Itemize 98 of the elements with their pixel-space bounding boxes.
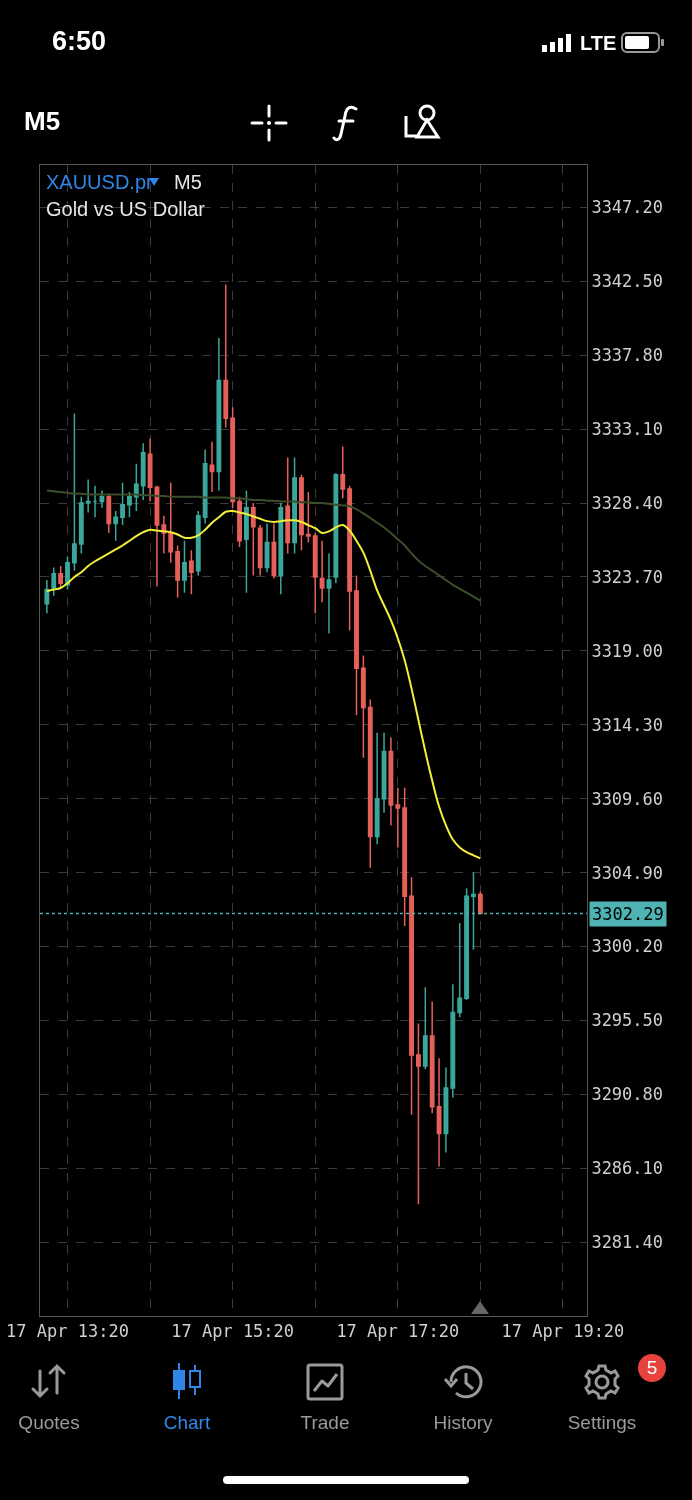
text: LTE [580,32,617,55]
candlestick [271,522,277,580]
y-tick-label: 3328.40 [591,493,664,514]
text: 6:50 [52,26,107,57]
candlestick [422,986,428,1070]
candlestick [257,524,263,577]
y-tick-label: 3337.80 [591,345,664,366]
x-tick-label: 17 Apr 17:20 [336,1321,460,1342]
candlestick [305,491,311,544]
text: M5 [24,106,61,137]
candlestick [113,510,119,542]
candlestick [243,489,249,594]
candlestick [106,492,112,534]
candlestick [429,1000,435,1114]
candlestick [195,510,201,577]
text: Trade [300,1412,350,1434]
y-tick-label: 3319.00 [591,640,664,661]
candlestick [202,448,208,525]
candlestick [223,283,229,429]
candlestick [415,1022,421,1206]
candlestick [92,485,98,518]
candlestick [127,491,132,518]
candlestick [120,481,125,526]
candlestick [216,337,222,492]
candlestick [154,485,160,588]
candlestick [347,485,353,632]
y-tick-label: 3309.60 [591,788,664,809]
candlestick [360,654,366,759]
y-tick-label: 3286.10 [591,1158,664,1179]
ref-line-label: 3302.29 [592,904,664,924]
candlestick [182,540,187,594]
candlestick [374,731,380,846]
candlestick [78,496,84,555]
x-tick-label: 17 Apr 15:20 [171,1321,295,1342]
candlestick [71,412,77,572]
candlestick [333,472,339,585]
candlestick [388,736,394,827]
candlestick [175,544,181,599]
text: Gold vs US Dollar [46,198,206,220]
candlestick [381,731,387,814]
y-tick-label: 3347.20 [591,197,664,218]
y-tick-label: 3304.90 [591,862,664,883]
chart-title: XAUUSD.pr [46,171,154,193]
candlestick [457,922,463,1018]
candlestick [161,514,167,555]
y-tick-label: 3333.10 [591,419,664,440]
y-tick-label: 3300.20 [591,936,664,957]
candlestick [99,489,105,509]
candlestick [395,786,401,849]
candlestick [65,555,70,591]
candlestick [340,445,346,500]
candlestick [471,871,476,951]
candlestick [133,463,139,512]
candlestick [326,552,332,635]
candlestick [168,481,174,564]
y-tick-label: 3295.50 [591,1010,664,1031]
text: Chart [163,1412,211,1434]
candlestick [44,579,50,614]
text: 5 [638,1354,666,1382]
y-tick-label: 3290.80 [591,1084,664,1105]
candlestick [188,549,194,596]
text: History [433,1412,493,1434]
candlestick [230,406,236,509]
candlestick [285,456,291,555]
candlestick [299,474,304,551]
candlestick [237,496,242,548]
line-series [45,489,482,602]
candlestick [464,887,470,1001]
x-tick-label: 17 Apr 19:20 [501,1321,625,1342]
candlestick [140,442,146,501]
y-tick-label: 3323.70 [591,566,664,587]
candlestick [319,540,325,603]
candlestick [477,890,483,915]
candlestick [292,456,298,555]
candlestick [409,876,414,1116]
annotation: M5 [174,171,202,193]
candlestick [264,522,270,573]
y-tick-label: 3314.30 [591,714,664,735]
candlestick [209,440,215,493]
text: Quotes [18,1412,80,1434]
candlestick [450,983,456,1099]
candlestick [443,1066,449,1154]
candlestick [250,502,256,577]
candlestick [278,502,284,596]
line-series [45,509,482,860]
candlestick [85,478,91,514]
candlestick [312,532,318,614]
candlestick [402,786,408,927]
y-tick-label: 3342.50 [591,271,664,292]
candlestick [436,1057,442,1168]
candlestick [51,566,57,597]
candlestick [58,565,64,589]
x-tick-label: 17 Apr 13:20 [6,1321,129,1342]
candlestick [147,437,153,503]
y-tick-label: 3281.40 [591,1232,664,1253]
candlestick [367,698,373,869]
text: Settings [567,1412,637,1434]
candlestick [354,574,359,717]
